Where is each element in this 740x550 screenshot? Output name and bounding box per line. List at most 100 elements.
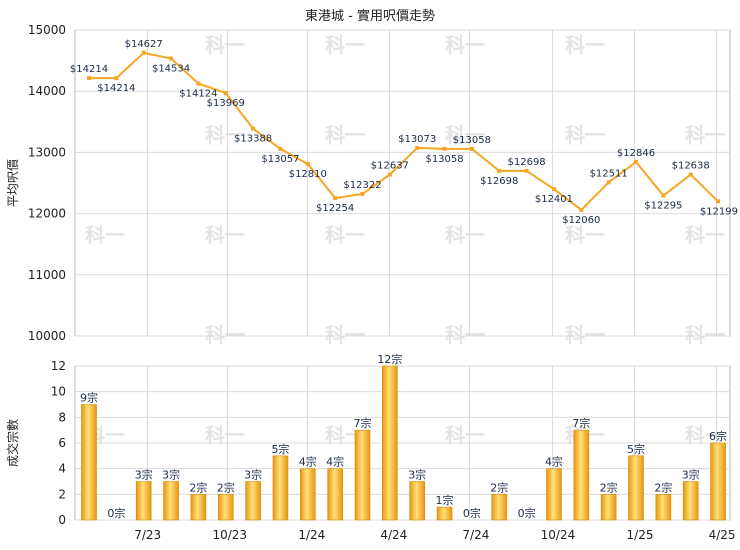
volume-bar <box>682 481 699 521</box>
watermark-text: 科一 <box>685 123 725 147</box>
price-point <box>278 146 283 151</box>
volume-y-tick-label: 4 <box>58 462 66 476</box>
volume-bar <box>382 365 398 521</box>
x-tick-label: 4/25 <box>709 528 736 542</box>
x-tick-label: 1/25 <box>627 528 654 542</box>
watermark-text: 科一 <box>565 33 605 57</box>
price-point <box>606 180 611 185</box>
watermark-text: 科一 <box>85 223 125 247</box>
volume-data-label: 5宗 <box>627 442 645 456</box>
volume-bar <box>628 455 644 521</box>
watermark-text: 科一 <box>325 223 365 247</box>
price-y-tick-label: 11000 <box>28 268 66 282</box>
volume-y-tick-label: 0 <box>58 513 66 527</box>
price-data-label: $13057 <box>261 154 299 165</box>
volume-data-label: 3宗 <box>162 468 180 482</box>
volume-bar <box>81 404 97 521</box>
price-y-axis-label: 平均呎價 <box>6 159 20 207</box>
price-data-label: $12846 <box>617 148 655 159</box>
volume-bar <box>600 494 617 521</box>
price-point <box>196 81 201 86</box>
price-data-label: $12199 <box>700 206 738 217</box>
price-data-label: $12698 <box>480 176 518 187</box>
price-data-label: $12295 <box>644 201 682 212</box>
price-data-label: $14214 <box>97 83 135 94</box>
price-line-series <box>89 51 719 212</box>
watermark-text: 科一 <box>685 323 725 347</box>
price-point <box>551 187 556 192</box>
volume-y-tick-label: 6 <box>58 436 66 450</box>
x-tick-label: 4/24 <box>380 528 407 542</box>
watermark-text: 科一 <box>205 33 245 57</box>
volume-data-label: 3宗 <box>682 468 700 482</box>
x-tick-label: 7/24 <box>462 528 489 542</box>
watermark-text: 科一 <box>565 323 605 347</box>
price-point <box>442 146 447 151</box>
volume-data-label: 3宗 <box>408 468 426 482</box>
price-point <box>579 207 584 212</box>
chart-title: 東港城 - 實用呎價走勢 <box>305 8 435 24</box>
price-point <box>141 50 146 55</box>
price-data-label: $12637 <box>371 161 409 172</box>
price-data-label: $14627 <box>125 39 163 50</box>
volume-data-label: 7宗 <box>572 416 590 430</box>
volume-data-label: 0宗 <box>107 506 125 520</box>
price-data-label: $13058 <box>453 135 491 146</box>
price-data-label: $14534 <box>152 64 190 75</box>
volume-data-label: 2宗 <box>600 480 618 494</box>
price-point <box>387 172 392 177</box>
volume-data-label: 2宗 <box>189 480 207 494</box>
watermark-text: 科一 <box>325 33 365 57</box>
price-point <box>360 191 365 196</box>
x-tick-label: 1/24 <box>298 528 325 542</box>
price-data-label: $12060 <box>562 215 600 226</box>
volume-bar <box>135 481 152 521</box>
price-data-label: $13073 <box>398 134 436 145</box>
price-data-label: $13388 <box>234 134 272 145</box>
volume-bar <box>354 429 371 521</box>
x-tick-label: 7/23 <box>134 528 161 542</box>
price-y-tick-label: 12000 <box>28 207 66 221</box>
volume-data-label: 2宗 <box>490 480 508 494</box>
volume-data-label: 0宗 <box>518 506 536 520</box>
price-data-label: $12511 <box>590 168 628 179</box>
price-point <box>114 76 119 81</box>
volume-data-label: 4宗 <box>326 455 344 469</box>
price-point <box>524 168 529 173</box>
watermark-text: 科一 <box>565 223 605 247</box>
price-point <box>223 91 228 96</box>
watermark-text: 科一 <box>445 33 485 57</box>
volume-data-label: 6宗 <box>709 429 727 443</box>
price-data-label: $14124 <box>179 89 217 100</box>
volume-y-tick-label: 10 <box>51 385 66 399</box>
watermark-text: 科一 <box>205 123 245 147</box>
price-data-label: $13058 <box>425 154 463 165</box>
volume-data-label: 3宗 <box>135 468 153 482</box>
price-point <box>497 168 502 173</box>
volume-bar <box>163 481 179 521</box>
watermark-text: 科一 <box>205 223 245 247</box>
volume-bar <box>491 494 508 521</box>
price-data-label: $12810 <box>289 169 327 180</box>
price-point <box>305 162 310 167</box>
volume-y-axis-label: 成交宗數 <box>5 419 20 467</box>
price-data-label: $12638 <box>672 161 710 172</box>
price-y-tick-label: 14000 <box>28 84 66 98</box>
volume-bar <box>245 481 261 521</box>
watermark-text: 科一 <box>445 323 485 347</box>
watermark-text: 科一 <box>565 123 605 147</box>
volume-data-label: 12宗 <box>377 352 402 366</box>
watermark-text: 科一 <box>325 123 365 147</box>
volume-bar <box>436 506 453 521</box>
volume-data-label: 4宗 <box>545 455 563 469</box>
volume-y-tick-label: 8 <box>58 410 66 424</box>
price-data-label: $14214 <box>70 64 108 75</box>
price-point <box>634 159 638 164</box>
volume-bar <box>546 468 562 521</box>
volume-y-tick-label: 2 <box>58 487 66 501</box>
watermark-text: 科一 <box>205 323 245 347</box>
watermark-text: 科一 <box>445 223 485 247</box>
price-y-tick-label: 13000 <box>28 145 66 159</box>
